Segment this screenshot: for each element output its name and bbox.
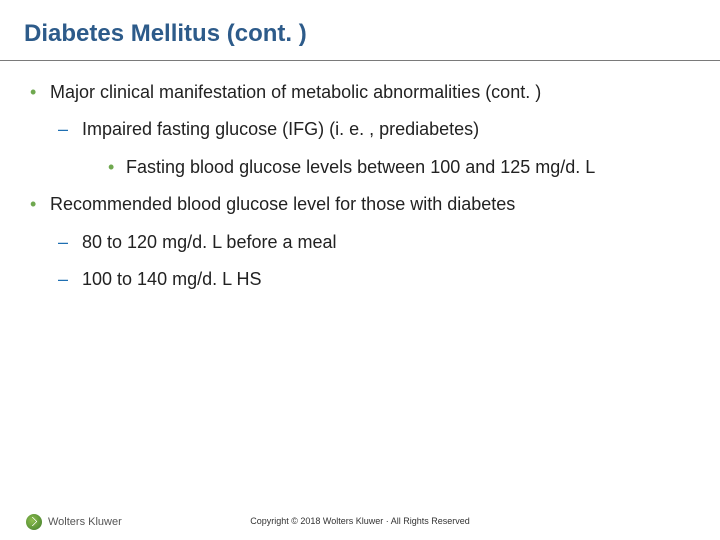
dash-icon: –	[58, 231, 68, 254]
bullet-level-1: • Major clinical manifestation of metabo…	[28, 81, 692, 104]
copyright-footer: Copyright © 2018 Wolters Kluwer · All Ri…	[0, 516, 720, 526]
slide-content: • Major clinical manifestation of metabo…	[0, 81, 720, 291]
bullet-icon: •	[108, 156, 114, 179]
dash-icon: –	[58, 268, 68, 291]
bullet-level-3: • Fasting blood glucose levels between 1…	[28, 156, 692, 179]
bullet-text: Recommended blood glucose level for thos…	[50, 194, 515, 214]
bullet-text: 80 to 120 mg/d. L before a meal	[82, 232, 337, 252]
bullet-icon: •	[30, 81, 36, 104]
title-divider	[0, 60, 720, 61]
bullet-text: Impaired fasting glucose (IFG) (i. e. , …	[82, 119, 479, 139]
bullet-level-1: • Recommended blood glucose level for th…	[28, 193, 692, 216]
bullet-level-2: – 100 to 140 mg/d. L HS	[28, 268, 692, 291]
bullet-text: Fasting blood glucose levels between 100…	[126, 157, 595, 177]
dash-icon: –	[58, 118, 68, 141]
bullet-text: Major clinical manifestation of metaboli…	[50, 82, 541, 102]
bullet-level-2: – Impaired fasting glucose (IFG) (i. e. …	[28, 118, 692, 141]
slide-title: Diabetes Mellitus (cont. )	[0, 0, 720, 60]
bullet-text: 100 to 140 mg/d. L HS	[82, 269, 261, 289]
bullet-level-2: – 80 to 120 mg/d. L before a meal	[28, 231, 692, 254]
bullet-icon: •	[30, 193, 36, 216]
